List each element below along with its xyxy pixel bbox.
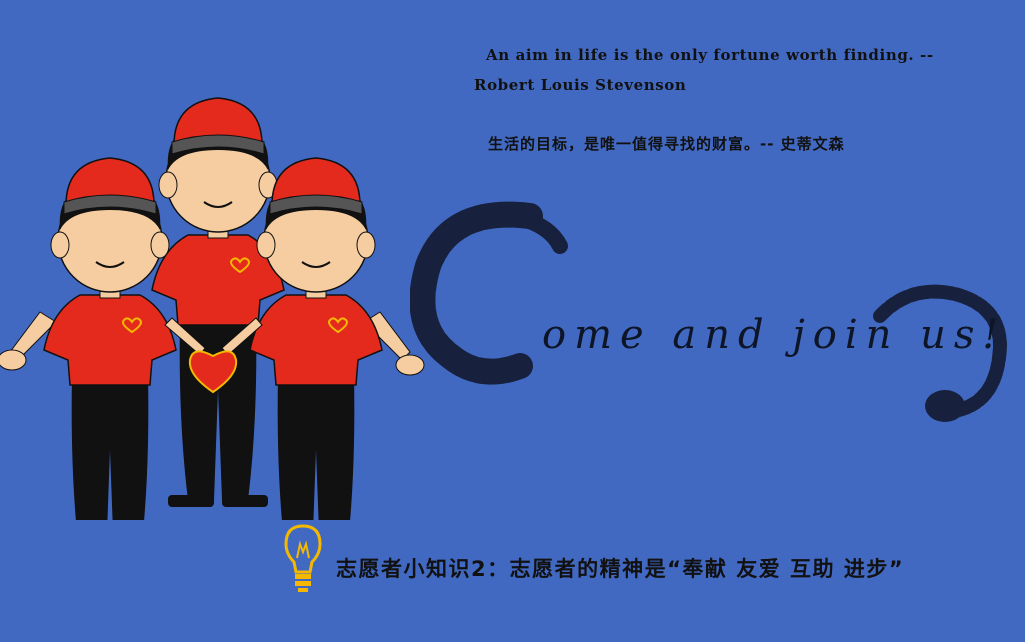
english-quote-author: Robert Louis Stevenson	[474, 76, 687, 94]
chinese-quote: 生活的目标，是唯一值得寻找的财富。-- 史蒂文森	[488, 135, 845, 153]
volunteer-figures-illustration	[0, 97, 425, 520]
lightbulb-icon	[284, 524, 322, 592]
english-quote: An aim in life is the only fortune worth…	[474, 40, 1014, 100]
heart-icon	[188, 350, 238, 394]
english-quote-line-1: An aim in life is the only fortune worth…	[486, 46, 934, 64]
brush-stroke-c-decoration	[410, 201, 1008, 422]
volunteer-tip-text: 志愿者小知识2：志愿者的精神是“奉献 友爱 互助 进步”	[336, 557, 905, 581]
come-and-join-us-text: ome and join us!	[542, 312, 1007, 358]
